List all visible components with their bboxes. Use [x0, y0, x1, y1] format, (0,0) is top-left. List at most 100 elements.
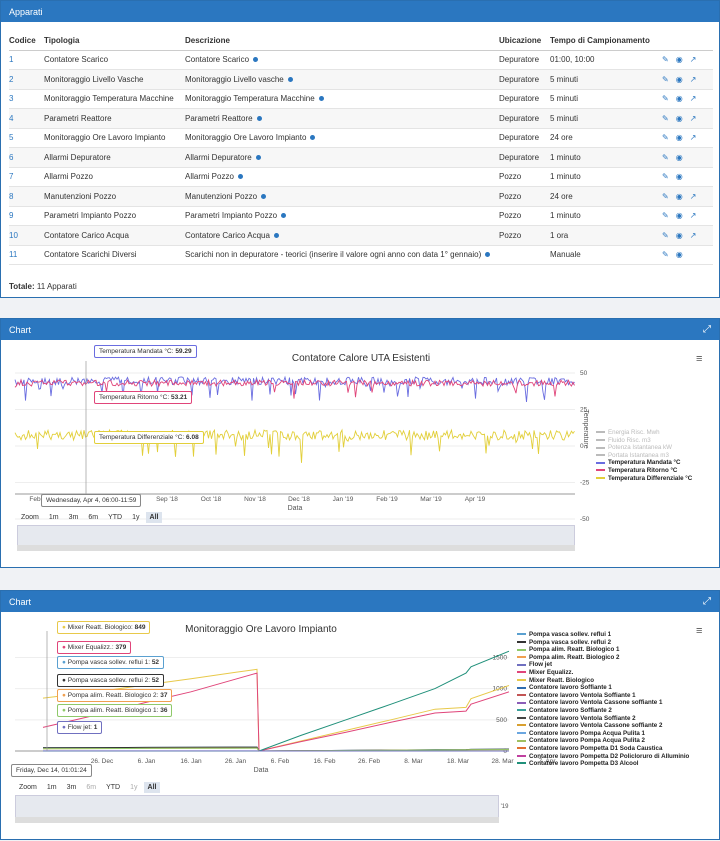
legend-item[interactable]: Fluido Risc. m3: [596, 437, 692, 445]
legend-item[interactable]: Pompa vasca sollev. reflui 2: [517, 639, 689, 647]
view-icon[interactable]: ◉: [676, 153, 683, 162]
edit-icon[interactable]: ✎: [662, 231, 669, 240]
info-icon[interactable]: [238, 174, 243, 179]
info-icon[interactable]: [485, 252, 490, 257]
zoom-button-1m[interactable]: 1m: [43, 782, 61, 793]
zoom-button-6m[interactable]: 6m: [82, 782, 100, 793]
zoom-button-6m[interactable]: 6m: [84, 512, 102, 523]
expand-icon[interactable]: ⤢: [703, 596, 711, 607]
cell-codice[interactable]: 8: [9, 187, 44, 207]
legend-item[interactable]: Contatore lavoro Ventola Cassone soffian…: [517, 722, 689, 730]
cell-codice[interactable]: 6: [9, 148, 44, 168]
view-icon[interactable]: ◉: [676, 192, 683, 201]
edit-icon[interactable]: ✎: [662, 94, 669, 103]
view-icon[interactable]: ◉: [676, 211, 683, 220]
legend-item[interactable]: Contatore lavoro Pompa Acqua Pulita 1: [517, 730, 689, 738]
legend-item[interactable]: Contatore lavoro Pompetta D3 Alcool: [517, 760, 689, 768]
edit-icon[interactable]: ✎: [662, 133, 669, 142]
expand-icon[interactable]: ⤢: [703, 324, 711, 335]
zoom-button-3m[interactable]: 3m: [63, 782, 81, 793]
chart-icon[interactable]: ↗: [690, 211, 697, 220]
legend-item[interactable]: Contatore lavoro Ventola Soffiante 1: [517, 692, 689, 700]
zoom-button-all[interactable]: All: [144, 782, 161, 793]
info-icon[interactable]: [310, 135, 315, 140]
zoom-button-3m[interactable]: 3m: [65, 512, 83, 523]
cell-codice[interactable]: 7: [9, 167, 44, 187]
edit-icon[interactable]: ✎: [662, 211, 669, 220]
legend-item[interactable]: Potenza Istantanea kW: [596, 444, 692, 452]
cell-codice[interactable]: 4: [9, 109, 44, 129]
cell-codice[interactable]: 10: [9, 226, 44, 246]
cell-codice[interactable]: 3: [9, 89, 44, 109]
legend-item[interactable]: Temperatura Differenziale °C: [596, 475, 692, 483]
col-tipologia: Tipologia: [44, 31, 185, 50]
cell-codice[interactable]: 11: [9, 245, 44, 265]
legend-item[interactable]: Pompa vasca sollev. reflui 1: [517, 631, 689, 639]
cell-codice[interactable]: 2: [9, 70, 44, 90]
view-icon[interactable]: ◉: [676, 75, 683, 84]
chart-icon[interactable]: ↗: [690, 94, 697, 103]
legend-item[interactable]: Energia Risc. Mwh: [596, 429, 692, 437]
chart-icon[interactable]: ↗: [690, 114, 697, 123]
legend-item[interactable]: Temperatura Mandata °C: [596, 459, 692, 467]
edit-icon[interactable]: ✎: [662, 192, 669, 201]
edit-icon[interactable]: ✎: [662, 75, 669, 84]
legend-item[interactable]: Temperatura Ritorno °C: [596, 467, 692, 475]
legend-item[interactable]: Contatore lavoro Soffiante 1: [517, 684, 689, 692]
view-icon[interactable]: ◉: [676, 133, 683, 142]
legend-item[interactable]: Contatore lavoro Ventola Cassone soffian…: [517, 699, 689, 707]
chart-icon[interactable]: ↗: [690, 75, 697, 84]
edit-icon[interactable]: ✎: [662, 172, 669, 181]
cell-codice[interactable]: 9: [9, 206, 44, 226]
info-icon[interactable]: [274, 233, 279, 238]
legend-item[interactable]: Pompa alim. Reatt. Biologico 1: [517, 646, 689, 654]
legend-item[interactable]: Contatore lavoro Pompetta D1 Soda Causti…: [517, 745, 689, 753]
legend-item[interactable]: Contatore lavoro Pompa Acqua Pulita 2: [517, 737, 689, 745]
navigator-scrollbar[interactable]: [17, 545, 575, 551]
info-icon[interactable]: [281, 213, 286, 218]
chart-icon[interactable]: ↗: [690, 231, 697, 240]
zoom-button-1y[interactable]: 1y: [126, 782, 141, 793]
edit-icon[interactable]: ✎: [662, 55, 669, 64]
legend-item[interactable]: Contatore lavoro Ventola Soffiante 2: [517, 715, 689, 723]
cell-codice[interactable]: 1: [9, 50, 44, 70]
view-icon[interactable]: ◉: [676, 250, 683, 259]
navigator-scrollbar[interactable]: [15, 817, 499, 823]
view-icon[interactable]: ◉: [676, 114, 683, 123]
info-icon[interactable]: [288, 77, 293, 82]
view-icon[interactable]: ◉: [676, 231, 683, 240]
view-icon[interactable]: ◉: [676, 172, 683, 181]
zoom-button-ytd[interactable]: YTD: [104, 512, 126, 523]
zoom-button-all[interactable]: All: [146, 512, 163, 523]
chart-icon[interactable]: ↗: [690, 192, 697, 201]
x-tick-label: 26. Feb: [358, 758, 380, 765]
cell-descrizione: Monitoraggio Temperatura Macchine: [185, 89, 499, 109]
legend-item[interactable]: Contatore lavoro Soffiante 2: [517, 707, 689, 715]
legend-item[interactable]: Portata Istantanea m3: [596, 452, 692, 460]
legend-item[interactable]: Contatore lavoro Pompetta D2 Policloruro…: [517, 753, 689, 761]
legend-item[interactable]: Pompa alim. Reatt. Biologico 2: [517, 654, 689, 662]
zoom-button-ytd[interactable]: YTD: [102, 782, 124, 793]
chart-icon[interactable]: ↗: [690, 133, 697, 142]
x-tick-label: Dec '18: [288, 496, 310, 503]
info-icon[interactable]: [261, 194, 266, 199]
zoom-button-1y[interactable]: 1y: [128, 512, 143, 523]
edit-icon[interactable]: ✎: [662, 114, 669, 123]
view-icon[interactable]: ◉: [676, 94, 683, 103]
chart-icon[interactable]: ↗: [690, 55, 697, 64]
info-icon[interactable]: [256, 155, 261, 160]
view-icon[interactable]: ◉: [676, 55, 683, 64]
info-icon[interactable]: [253, 57, 258, 62]
zoom-button-1m[interactable]: 1m: [45, 512, 63, 523]
info-icon[interactable]: [257, 116, 262, 121]
cell-descrizione: Allarmi Pozzo: [185, 167, 499, 187]
legend-swatch: [517, 641, 526, 643]
edit-icon[interactable]: ✎: [662, 153, 669, 162]
cell-codice[interactable]: 5: [9, 128, 44, 148]
edit-icon[interactable]: ✎: [662, 250, 669, 259]
legend-item[interactable]: Mixer Equalizz.: [517, 669, 689, 677]
legend-item[interactable]: Mixer Reatt. Biologico: [517, 677, 689, 685]
navigator[interactable]: [15, 795, 499, 819]
legend-item[interactable]: Flow jet: [517, 661, 689, 669]
info-icon[interactable]: [319, 96, 324, 101]
